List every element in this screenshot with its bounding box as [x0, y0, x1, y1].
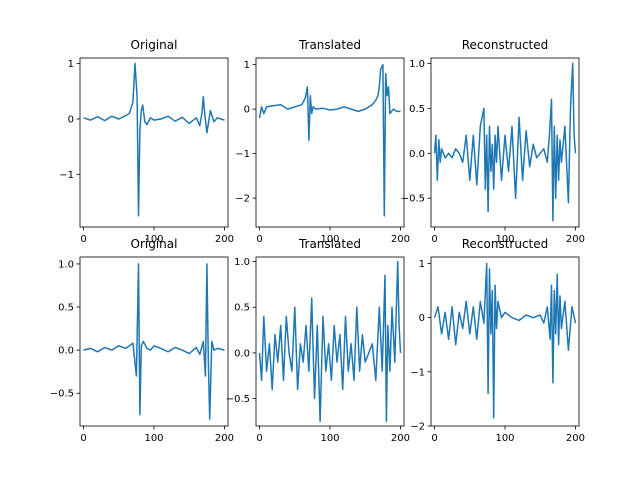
y-tick-label: −2	[410, 422, 425, 433]
plot-area	[79, 57, 229, 228]
x-tick-label: 200	[566, 433, 585, 444]
x-tick-label: 200	[391, 433, 410, 444]
x-tick-label: 100	[144, 234, 163, 245]
y-tick-label: 1	[419, 259, 425, 270]
x-tick-label: 200	[215, 234, 234, 245]
subplot-4: Original 0 100 200 −0.5 0.0 0.5 1.0	[50, 237, 234, 444]
y-tick-label: 0.0	[409, 149, 425, 160]
y-tick-label: 1.0	[409, 59, 425, 70]
y-tick-label: 1.0	[58, 259, 74, 270]
subplot-title: Reconstructed	[462, 38, 549, 52]
x-tick-label: 0	[431, 234, 437, 245]
plot-area	[255, 57, 405, 228]
y-tick-label: −0.5	[226, 394, 250, 405]
y-tick-label: −1	[410, 367, 425, 378]
x-tick-label: 0	[256, 234, 262, 245]
series-line	[258, 260, 402, 423]
subplot-1: Original 0 100 200 −1 0 1	[59, 38, 234, 245]
subplot-title: Original	[131, 237, 178, 251]
y-tick-label: 0	[419, 313, 425, 324]
x-tick-label: 0	[80, 433, 86, 444]
x-tick-label: 0	[431, 433, 437, 444]
x-tick-label: 100	[495, 234, 514, 245]
x-tick-label: 0	[80, 234, 86, 245]
y-tick-label: 1	[244, 60, 250, 71]
x-tick-label: 200	[215, 433, 234, 444]
series-line	[433, 62, 577, 222]
y-tick-label: 0.5	[409, 104, 425, 115]
subplot-title: Translated	[298, 237, 361, 251]
subplot-title: Translated	[298, 38, 361, 52]
y-tick-label: −0.5	[50, 389, 74, 400]
series-line	[83, 263, 225, 420]
y-tick-label: 0.5	[234, 303, 250, 314]
y-tick-label: 0	[68, 114, 74, 125]
x-tick-label: 100	[320, 433, 339, 444]
x-tick-label: 0	[256, 433, 262, 444]
y-tick-label: −1	[59, 170, 74, 181]
subplot-2: Translated 0 100 200 −2 −1 0 1	[235, 38, 410, 245]
subplot-title: Reconstructed	[462, 237, 549, 251]
y-tick-label: −0.5	[401, 194, 425, 205]
y-tick-label: 0.0	[58, 346, 74, 357]
x-tick-label: 100	[495, 433, 514, 444]
y-tick-label: 1	[68, 59, 74, 70]
y-tick-label: −1	[235, 149, 250, 160]
series-line	[433, 262, 577, 419]
series-line	[83, 62, 225, 217]
subplot-6: Reconstructed 0 100 200 −2 −1 0 1	[410, 237, 585, 444]
y-tick-label: 0.0	[234, 348, 250, 359]
subplot-3: Reconstructed 0 100 200 −0.5 0.0 0.5 1.0	[401, 38, 585, 245]
plot-area	[255, 256, 405, 427]
subplot-title: Original	[131, 38, 178, 52]
x-tick-label: 100	[320, 234, 339, 245]
y-tick-label: 1.0	[234, 257, 250, 268]
series-line	[258, 63, 401, 217]
x-tick-label: 200	[566, 234, 585, 245]
x-tick-label: 200	[391, 234, 410, 245]
subplot-5: Translated 0 100 200 −0.5 0.0 0.5 1.0	[226, 237, 410, 444]
y-tick-label: 0.5	[58, 303, 74, 314]
y-tick-label: −2	[235, 194, 250, 205]
y-tick-label: 0	[244, 105, 250, 116]
x-tick-label: 100	[144, 433, 163, 444]
